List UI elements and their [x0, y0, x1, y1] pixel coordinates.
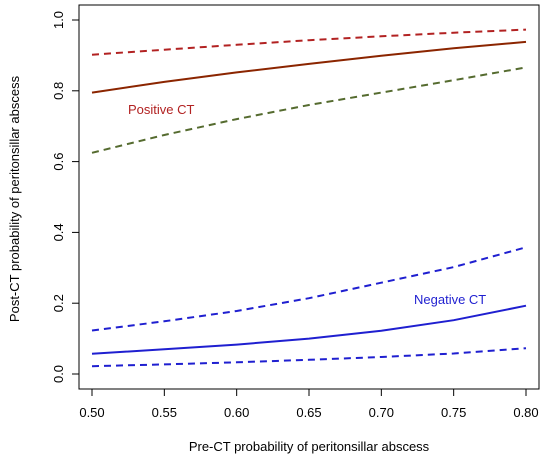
- annotation-negative-ct: Negative CT: [414, 292, 486, 307]
- y-tick-label-1: 0.2: [51, 294, 66, 312]
- y-axis-label: Post-CT probability of peritonsillar abs…: [7, 75, 22, 322]
- series-line-negative-solid-3: [91, 304, 527, 355]
- axes-layer: 0.50 0.55 0.60 0.65 0.70 0.75 0.80 0.0 0.2 0.4 0.6…: [51, 11, 539, 420]
- y-tick-label-0: 0.0: [51, 365, 66, 383]
- series-layer: [91, 28, 527, 368]
- x-tick-label-0: 0.50: [79, 405, 104, 420]
- x-tick-label-3: 0.65: [296, 405, 321, 420]
- x-tick-label-6: 0.80: [513, 405, 538, 420]
- series-line-negative-dashed-5: [91, 347, 527, 368]
- x-tick-label-2: 0.60: [224, 405, 249, 420]
- series-line-positive-solid-0: [91, 40, 527, 94]
- series-line-negative-dashed-4: [91, 246, 527, 332]
- plot-frame: [78, 4, 540, 390]
- x-tick-label-1: 0.55: [152, 405, 177, 420]
- x-tick-label-5: 0.75: [441, 405, 466, 420]
- series-line-positive-dashed-2: [91, 66, 527, 154]
- x-tick-label-4: 0.70: [369, 405, 394, 420]
- series-line-positive-dashed-1: [91, 28, 527, 56]
- y-tick-label-3: 0.6: [51, 153, 66, 171]
- y-tick-label-5: 1.0: [51, 11, 66, 29]
- annotation-positive-ct: Positive CT: [128, 102, 195, 117]
- y-tick-label-4: 0.8: [51, 82, 66, 100]
- x-axis-label: Pre-CT probability of peritonsillar absc…: [189, 439, 430, 454]
- y-tick-label-2: 0.4: [51, 223, 66, 241]
